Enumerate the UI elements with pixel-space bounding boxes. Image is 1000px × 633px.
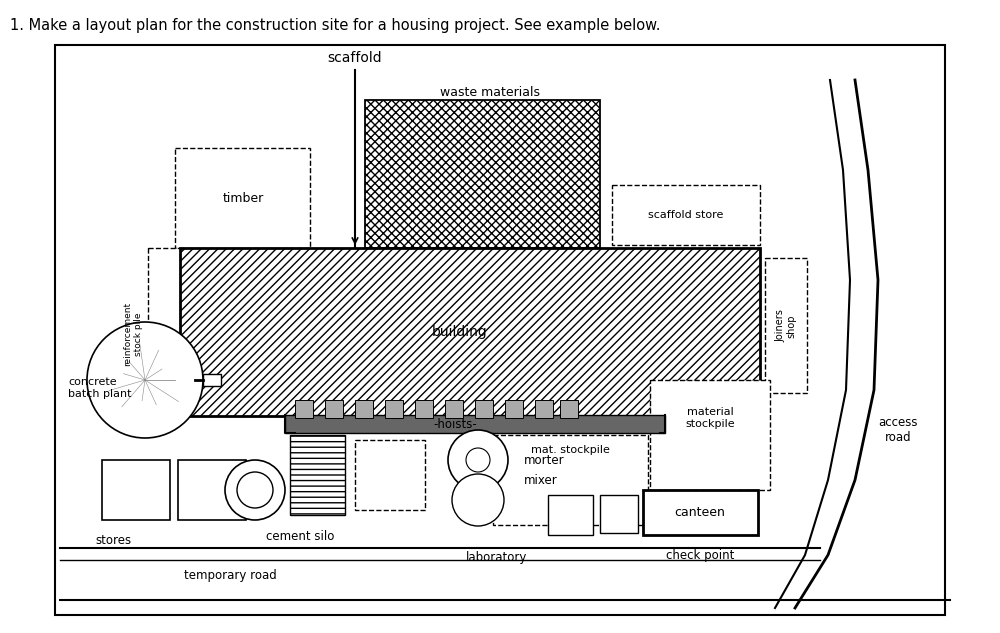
- Circle shape: [237, 472, 273, 508]
- Bar: [643, 490, 758, 535]
- Circle shape: [87, 322, 203, 438]
- Bar: [102, 460, 170, 520]
- Text: check point: check point: [666, 549, 734, 561]
- Bar: [355, 400, 373, 418]
- Bar: [285, 415, 665, 433]
- Bar: [548, 495, 593, 535]
- Bar: [55, 45, 945, 615]
- Bar: [295, 400, 313, 418]
- Text: temporary road: temporary road: [184, 568, 276, 582]
- Text: building: building: [432, 325, 488, 339]
- Text: canteen: canteen: [675, 506, 725, 520]
- Bar: [203, 374, 221, 386]
- Bar: [493, 435, 648, 525]
- Text: 1. Make a layout plan for the construction site for a housing project. See examp: 1. Make a layout plan for the constructi…: [10, 18, 660, 33]
- Bar: [290, 435, 345, 515]
- Text: Joiners
shop: Joiners shop: [775, 310, 797, 342]
- Bar: [475, 400, 493, 418]
- Text: scaffold: scaffold: [328, 51, 382, 65]
- Text: access
road: access road: [878, 416, 918, 444]
- Bar: [175, 148, 310, 248]
- Text: laboratory: laboratory: [466, 551, 528, 565]
- Text: cement silo: cement silo: [266, 529, 334, 542]
- Bar: [325, 400, 343, 418]
- Text: material
stockpile: material stockpile: [685, 407, 735, 429]
- Text: mat. stockpile: mat. stockpile: [531, 445, 609, 455]
- Text: stores: stores: [95, 534, 131, 546]
- Text: timber: timber: [222, 192, 264, 204]
- Bar: [355, 440, 425, 510]
- Text: reinforcement
stock pile: reinforcement stock pile: [123, 302, 143, 366]
- Bar: [365, 100, 600, 248]
- Text: mixer: mixer: [524, 473, 558, 487]
- Bar: [180, 248, 760, 416]
- Bar: [415, 400, 433, 418]
- Bar: [535, 400, 553, 418]
- Bar: [560, 400, 578, 418]
- Circle shape: [452, 474, 504, 526]
- Bar: [612, 185, 760, 245]
- Bar: [765, 258, 807, 393]
- Bar: [600, 495, 638, 533]
- Text: -hoists-: -hoists-: [433, 418, 477, 432]
- Bar: [650, 380, 770, 490]
- Text: concrete
batch plant: concrete batch plant: [68, 377, 132, 399]
- Text: waste materials: waste materials: [440, 87, 540, 99]
- Bar: [445, 400, 463, 418]
- Bar: [385, 400, 403, 418]
- Circle shape: [466, 448, 490, 472]
- Text: scaffold store: scaffold store: [648, 210, 724, 220]
- Bar: [505, 400, 523, 418]
- Bar: [148, 248, 181, 420]
- Bar: [178, 460, 246, 520]
- Circle shape: [448, 430, 508, 490]
- Text: morter: morter: [524, 453, 565, 467]
- Circle shape: [225, 460, 285, 520]
